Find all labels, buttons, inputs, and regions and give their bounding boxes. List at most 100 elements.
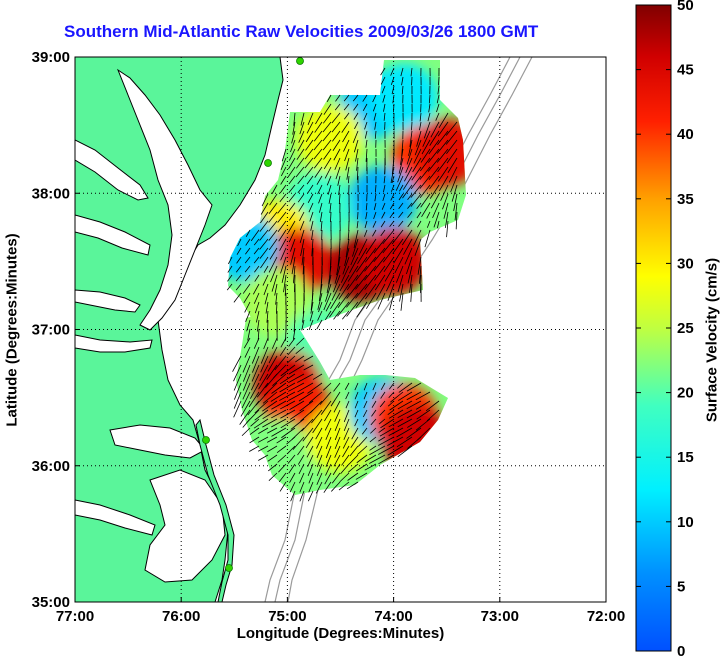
velocity-vector <box>412 157 422 173</box>
velocity-vector <box>384 265 395 282</box>
velocity-vector <box>292 436 305 450</box>
velocity-vector <box>353 103 359 111</box>
velocity-vector <box>344 148 350 162</box>
velocity-vector <box>247 328 251 341</box>
velocity-vector <box>306 175 314 185</box>
velocity-vector <box>347 229 350 241</box>
velocity-vector <box>378 445 395 455</box>
velocity-vector <box>268 211 278 223</box>
velocity-vector <box>305 436 314 449</box>
velocity-vector <box>297 193 305 203</box>
velocity-vector <box>311 229 314 240</box>
velocity-vector <box>281 427 296 439</box>
velocity-vector <box>358 436 368 447</box>
velocity-vector <box>398 382 413 393</box>
velocity-vector <box>428 94 431 104</box>
velocity-vector <box>325 463 332 476</box>
velocity-vector <box>254 265 260 273</box>
radar-site-marker <box>202 436 210 444</box>
velocity-vector <box>397 445 413 458</box>
velocity-vector <box>317 184 323 195</box>
velocity-vector <box>344 382 350 390</box>
velocity-vector <box>268 238 278 251</box>
chart-title: Southern Mid-Atlantic Raw Velocities 200… <box>64 22 539 41</box>
velocity-vector <box>316 463 323 477</box>
velocity-vector <box>413 229 422 247</box>
velocity-vector <box>356 220 359 229</box>
velocity-vector <box>401 85 404 95</box>
velocity-vector <box>410 184 422 198</box>
velocity-vector <box>370 418 377 426</box>
velocity-vector <box>309 211 314 222</box>
velocity-vector <box>338 193 341 205</box>
velocity-vector <box>254 301 260 314</box>
velocity-vector <box>268 463 278 472</box>
velocity-vector <box>258 436 269 443</box>
velocity-vector <box>362 103 368 112</box>
velocity-vector <box>310 220 314 231</box>
velocity-vector <box>355 148 359 162</box>
velocity-vector <box>253 247 260 255</box>
velocity-vector <box>311 238 314 257</box>
velocity-vector <box>398 202 404 210</box>
velocity-vector <box>382 238 395 254</box>
velocity-vector <box>324 166 332 179</box>
velocity-vector <box>397 382 404 389</box>
velocity-vector <box>373 112 377 121</box>
velocity-vector <box>307 454 314 467</box>
velocity-vector <box>347 463 359 473</box>
colorbar-tick-label: 35 <box>677 191 694 208</box>
velocity-vector <box>303 355 314 362</box>
velocity-vector <box>266 310 269 323</box>
velocity-vector <box>396 427 413 438</box>
velocity-vector <box>342 310 350 320</box>
velocity-vector <box>271 418 287 428</box>
velocity-vector <box>260 346 269 364</box>
velocity-vector <box>317 310 323 321</box>
velocity-vector <box>413 148 422 164</box>
velocity-vector <box>380 418 395 429</box>
velocity-vector <box>355 265 368 281</box>
velocity-vector <box>265 301 269 314</box>
velocity-vector <box>369 445 386 456</box>
velocity-vector <box>256 382 269 398</box>
velocity-vector <box>339 274 350 292</box>
velocity-vector <box>428 166 440 180</box>
velocity-vector <box>241 391 251 409</box>
velocity-vector <box>373 256 386 272</box>
velocity-vector <box>294 274 296 293</box>
velocity-vector <box>299 481 305 493</box>
velocity-vector <box>268 220 278 232</box>
velocity-vector <box>345 400 350 409</box>
velocity-vector <box>369 445 377 451</box>
velocity-vector <box>242 373 251 391</box>
velocity-vector <box>312 373 323 380</box>
velocity-vector <box>320 220 323 232</box>
velocity-vector <box>288 229 296 243</box>
velocity-vector <box>338 283 350 300</box>
velocity-vector <box>374 265 386 281</box>
velocity-vector <box>335 166 341 180</box>
velocity-vector <box>290 247 296 265</box>
velocity-vector <box>401 76 404 86</box>
velocity-vector <box>301 247 305 266</box>
velocity-vector <box>293 319 296 332</box>
velocity-vector <box>354 391 359 400</box>
velocity-vector <box>382 247 395 263</box>
velocity-vector <box>280 247 287 261</box>
velocity-vector <box>300 112 305 126</box>
velocity-vector <box>390 76 395 86</box>
velocity-vector <box>424 229 431 248</box>
velocity-vector <box>396 265 404 283</box>
velocity-vector <box>253 337 260 349</box>
velocity-vector <box>419 112 422 122</box>
velocity-vector <box>262 391 278 404</box>
velocity-vector <box>437 130 449 145</box>
velocity-vector <box>356 157 359 171</box>
velocity-vector <box>365 283 377 300</box>
velocity-vector <box>227 274 233 282</box>
velocity-vector <box>378 436 395 446</box>
velocity-vector <box>245 310 251 323</box>
velocity-vector <box>304 157 314 169</box>
y-tick-label: 39:00 <box>32 49 70 66</box>
